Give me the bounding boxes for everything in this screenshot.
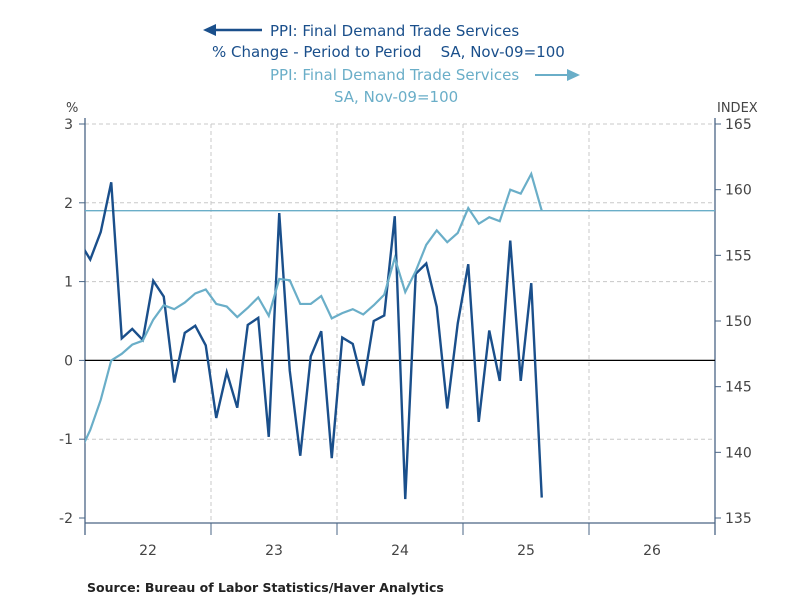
source-note: Source: Bureau of Labor Statistics/Haver… bbox=[87, 580, 444, 595]
right-tick-label: 155 bbox=[725, 248, 752, 264]
legend-entry-pct-change: PPI: Final Demand Trade Services % Chang… bbox=[203, 22, 565, 61]
legend-pct-line2: % Change - Period to Period SA, Nov-09=1… bbox=[212, 43, 565, 61]
left-tick-label: 0 bbox=[64, 353, 73, 369]
series-line-index bbox=[85, 170, 543, 444]
left-axis-label: % bbox=[66, 101, 78, 116]
legend-index-line2: SA, Nov-09=100 bbox=[334, 88, 458, 106]
right-tick-label: 145 bbox=[725, 380, 752, 396]
legend-pct-line1: PPI: Final Demand Trade Services bbox=[270, 22, 519, 40]
legend: PPI: Final Demand Trade Services % Chang… bbox=[203, 22, 580, 106]
legend-arrowhead-left-icon bbox=[203, 24, 216, 36]
x-tick-label: 26 bbox=[643, 543, 661, 559]
x-tick-label: 25 bbox=[517, 543, 535, 559]
series-line-pct_change bbox=[85, 182, 543, 500]
left-tick-label: -2 bbox=[59, 511, 73, 527]
right-tick-label: 140 bbox=[725, 445, 752, 461]
legend-index-line1: PPI: Final Demand Trade Services bbox=[270, 66, 519, 84]
x-tick-label: 24 bbox=[391, 543, 409, 559]
tick-labels: 3 2 1 0 -1 -2 165 160 155 150 145 140 135 22 23 24 25 26 bbox=[59, 117, 752, 559]
left-tick-label: 2 bbox=[64, 196, 73, 212]
right-tick-label: 165 bbox=[725, 117, 752, 133]
right-axis-label: INDEX bbox=[717, 101, 758, 116]
legend-arrowhead-right-icon bbox=[567, 69, 580, 81]
right-tick-label: 150 bbox=[725, 314, 752, 330]
grid bbox=[85, 123, 715, 523]
right-tick-label: 135 bbox=[725, 511, 752, 527]
right-tick-label: 160 bbox=[725, 183, 752, 199]
left-tick-label: -1 bbox=[59, 432, 73, 448]
legend-entry-index: PPI: Final Demand Trade Services SA, Nov… bbox=[270, 66, 580, 106]
x-tick-label: 23 bbox=[265, 543, 283, 559]
series bbox=[85, 170, 543, 500]
x-tick-label: 22 bbox=[139, 543, 157, 559]
left-tick-label: 1 bbox=[64, 275, 73, 291]
left-tick-label: 3 bbox=[64, 117, 73, 133]
